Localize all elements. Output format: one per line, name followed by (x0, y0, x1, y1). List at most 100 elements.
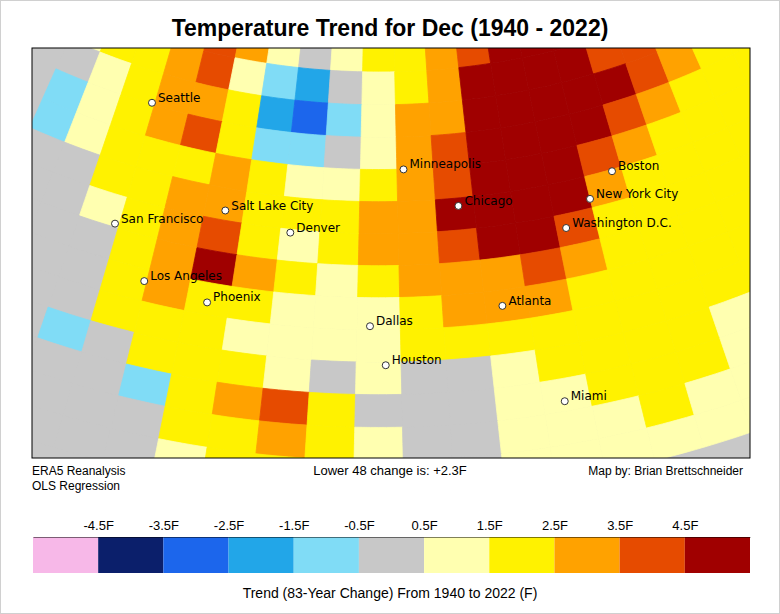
trend-cell (442, 292, 487, 328)
trend-cell (252, 128, 292, 165)
trend-cell (311, 328, 357, 362)
trend-cell (217, 350, 266, 388)
city-dot (499, 302, 506, 309)
trend-cell (425, 48, 459, 70)
trend-cell (363, 48, 395, 72)
trend-cell (247, 160, 288, 197)
trend-cell (263, 356, 311, 392)
color-bar-tick: 0.5F (412, 518, 438, 537)
city-label: New York City (596, 187, 678, 201)
color-bar-segment (163, 537, 228, 573)
trend-cell (358, 265, 400, 297)
trend-cell (395, 70, 429, 104)
method-note: OLS Regression (32, 479, 120, 493)
trend-cell (398, 200, 438, 234)
trend-cell (362, 72, 396, 105)
trend-cell (252, 454, 305, 458)
page-border (1, 1, 780, 614)
trend-cell (291, 100, 328, 135)
trend-cell (322, 168, 360, 202)
trend-cell (295, 68, 331, 104)
trend-cell (299, 48, 333, 70)
source-note: ERA5 Reanalysis (32, 464, 125, 478)
trend-cell (358, 233, 399, 265)
map-frame (32, 48, 750, 458)
trend-cell (274, 260, 318, 296)
color-bar-segment (685, 537, 750, 573)
trend-cell (437, 228, 480, 263)
notes: ERA5 ReanalysisOLS Regression Lower 48 ch… (32, 463, 743, 493)
trend-cell (647, 415, 704, 458)
city-label: Los Angeles (150, 269, 222, 283)
city-label: Denver (296, 221, 340, 235)
color-bar-tick-label: -4.5F (84, 518, 114, 533)
city-dot (561, 398, 568, 405)
city-label: Washington D.C. (572, 216, 672, 230)
trend-cell (448, 388, 498, 425)
credit-note: Map by: Brian Brettschneider (588, 464, 743, 478)
color-bar-segment (620, 537, 685, 573)
summary-note: Lower 48 change is: +2.3F (313, 463, 467, 478)
trend-cell (355, 394, 403, 427)
city-dot (366, 323, 373, 330)
trend-cell (212, 382, 263, 421)
city-dot (400, 166, 407, 173)
city-dot (141, 278, 148, 285)
color-bar-tick: 2.5F (542, 518, 568, 537)
trend-cell (741, 383, 750, 432)
trend-cell (152, 439, 207, 458)
trend-cell (440, 260, 484, 296)
trend-cell (316, 264, 359, 298)
trend-cell (318, 232, 359, 266)
trend-cell (359, 201, 398, 233)
color-bar-segment (489, 537, 554, 573)
trend-cell (270, 292, 315, 328)
trend-cell (599, 428, 655, 458)
trend-cell (284, 165, 324, 200)
trend-cell (496, 90, 535, 128)
trend-cell (360, 169, 398, 201)
city-dot (563, 225, 570, 232)
city-dot (222, 207, 229, 214)
trend-cell (267, 324, 314, 360)
color-bar-tick: -3.5F (149, 518, 179, 537)
trend-cell (550, 439, 605, 458)
color-bar-tick-label: 3.5F (607, 518, 633, 533)
trend-cell (222, 90, 261, 128)
trend-cell (328, 70, 362, 104)
trend-cell (480, 255, 525, 292)
trend-cell (54, 415, 111, 458)
trend-cell (462, 96, 500, 133)
trend-cell (733, 48, 750, 83)
trend-cell (354, 427, 403, 458)
trend-cell (207, 415, 259, 454)
trend-cell (728, 215, 750, 261)
trend-cell (730, 352, 750, 400)
trend-cell (477, 223, 521, 260)
trend-cell (305, 425, 355, 458)
city-dot (287, 229, 294, 236)
city-label: Boston (618, 159, 659, 173)
city-dot (148, 99, 155, 106)
color-bar-tick-label: -3.5F (149, 518, 179, 533)
color-bar-label: Trend (83-Year Change) From 1940 to 2022… (243, 585, 538, 601)
color-bar-tick-label: 0.5F (412, 518, 438, 533)
city-dot (455, 202, 462, 209)
color-bar-axis: -4.5F-3.5F-2.5F-1.5F-0.5F0.5F1.5F2.5F3.5… (34, 518, 751, 538)
city-label: Salt Lake City (231, 199, 313, 213)
trend-cells (32, 48, 750, 458)
trend-cell (216, 122, 257, 160)
color-bar-tick: -1.5F (279, 518, 309, 537)
trend-cell (262, 63, 299, 100)
color-bar-tick-label: -1.5F (279, 518, 309, 533)
trend-cell (740, 245, 750, 292)
trend-cell (494, 382, 545, 421)
trend-cell (491, 350, 540, 388)
trend-cell (324, 136, 361, 170)
trend-cell (452, 454, 505, 458)
trend-cell (427, 68, 463, 104)
trend-cell (741, 140, 750, 186)
trend-cell (360, 137, 396, 169)
color-bar: -4.5F-3.5F-2.5F-1.5F-0.5F0.5F1.5F2.5F3.5… (33, 518, 751, 573)
trend-cell (728, 112, 750, 157)
